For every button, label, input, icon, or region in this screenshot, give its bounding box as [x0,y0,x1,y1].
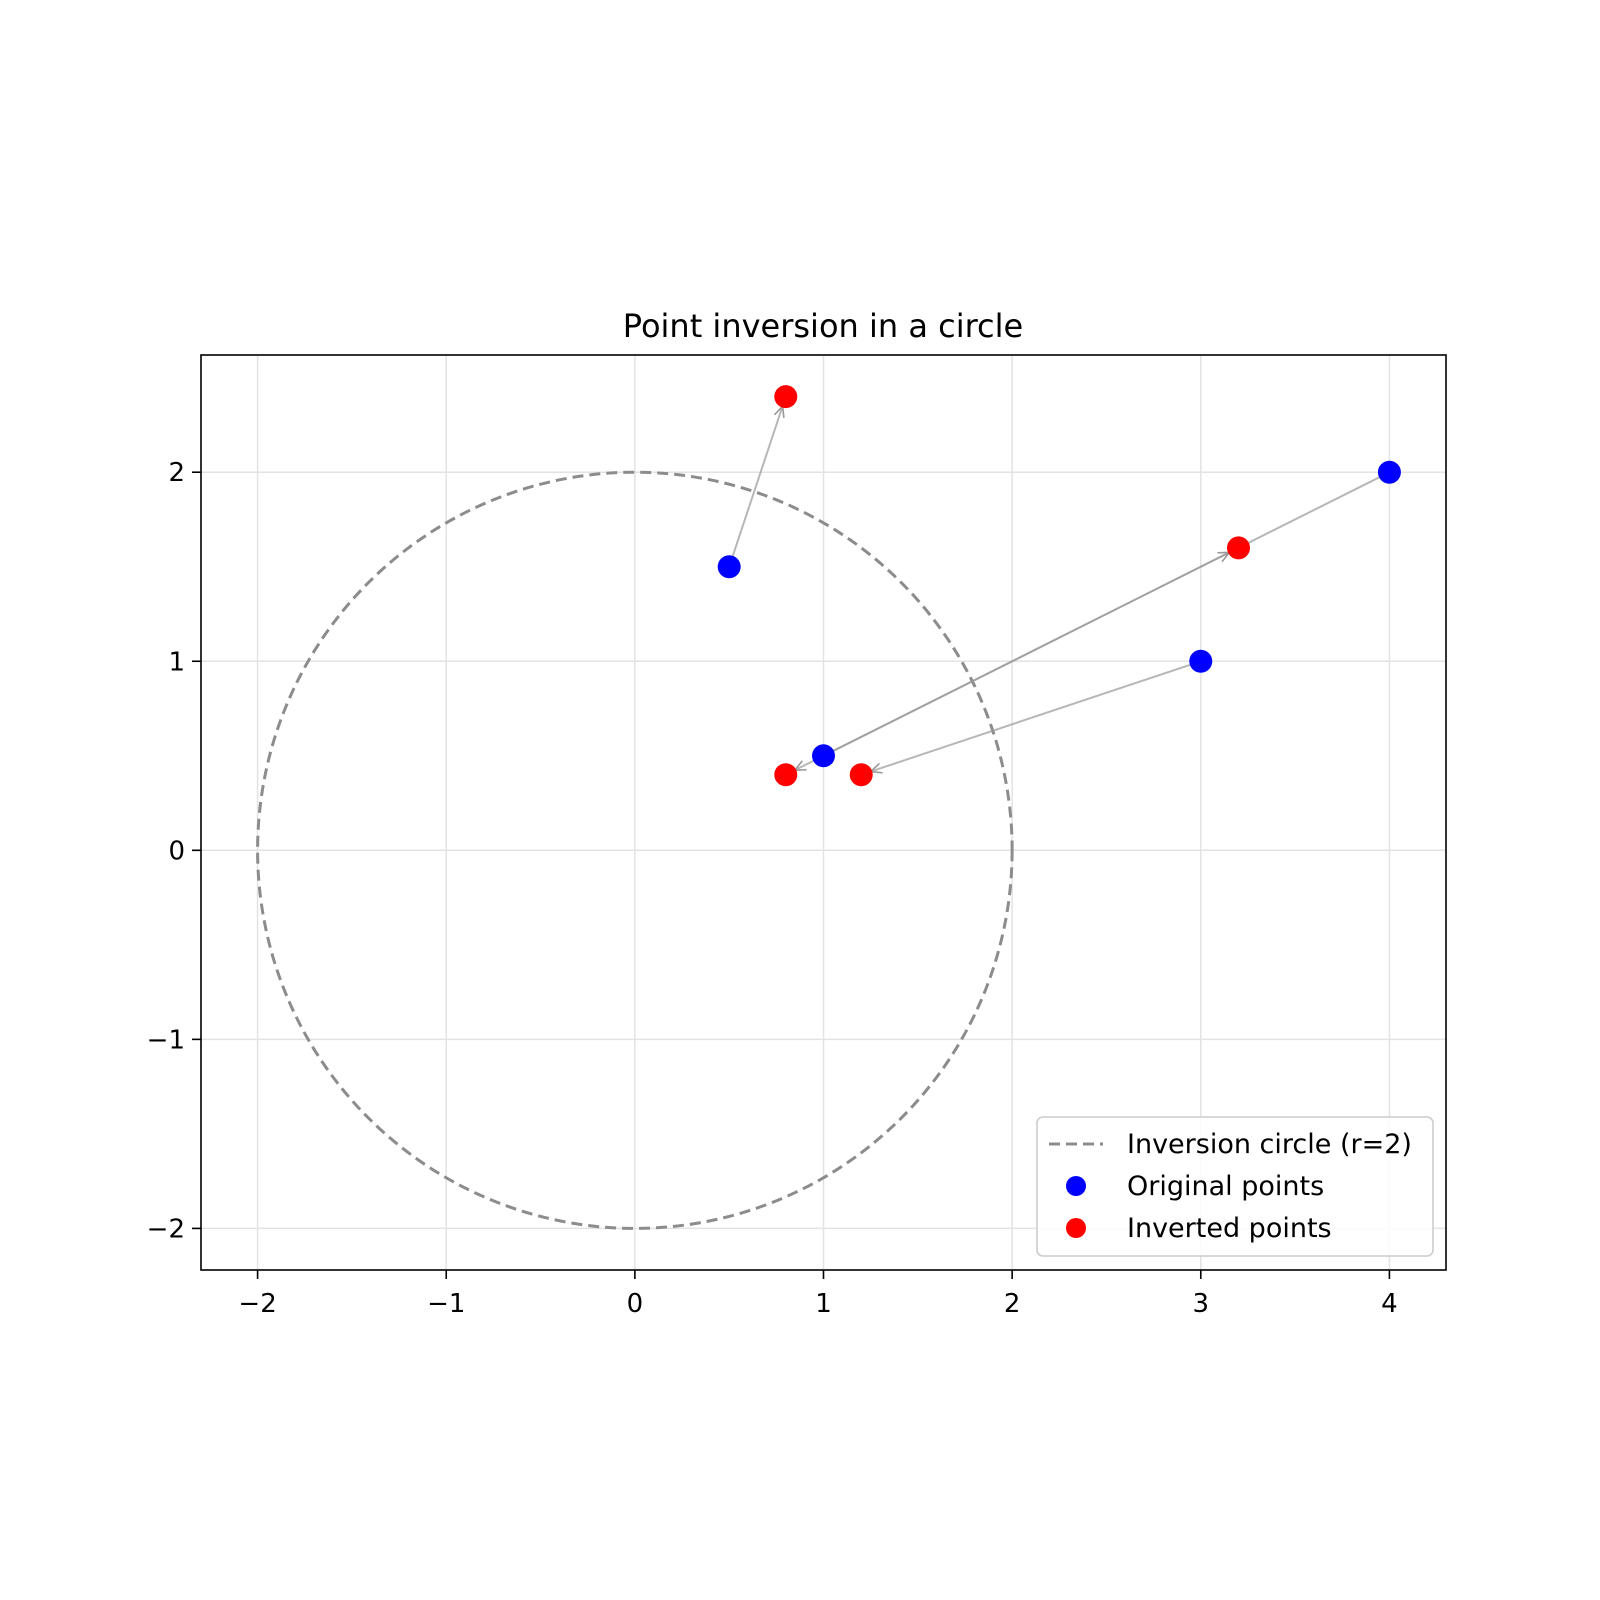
inverted-point [1227,536,1250,560]
inversion-circle [256,470,1014,1230]
x-tick-label: −2 [238,1289,276,1319]
x-tick-label: 3 [1192,1289,1209,1319]
legend-marker-original [1066,1176,1086,1196]
x-tick-label: 2 [1004,1289,1021,1319]
legend: Inversion circle (r=2) Original points I… [1036,1116,1434,1257]
mapping-arrow [795,474,1383,772]
original-point [1377,460,1401,484]
y-tick-label: 1 [168,647,185,677]
chart-title: Point inversion in a circle [623,307,1023,345]
legend-frame [1036,1116,1434,1257]
x-tick-label: 0 [627,1289,644,1319]
x-tick-label: −1 [427,1289,465,1319]
legend-label-circle: Inversion circle (r=2) [1127,1129,1412,1160]
inverted-point [774,763,798,787]
plot-area [256,385,1401,1230]
legend-label-original: Original points [1127,1171,1324,1202]
original-point [812,744,835,768]
data-points [717,385,1401,787]
legend-label-inverted: Inverted points [1127,1213,1332,1244]
y-tick-label: 0 [168,836,185,866]
original-point [1189,649,1213,673]
inverted-point [849,763,873,787]
y-tick-label: 2 [168,458,185,488]
x-axis: −2 −1 0 1 2 3 4 [238,1270,1398,1319]
y-tick-label: −1 [147,1025,185,1055]
grid-lines [201,355,1446,1270]
x-tick-label: 4 [1381,1289,1398,1319]
x-tick-label: 1 [815,1289,832,1319]
inverted-point [774,385,798,409]
mapping-arrow [871,662,1194,772]
legend-marker-inverted [1066,1218,1086,1238]
y-tick-label: −2 [147,1214,185,1244]
mapping-arrows [730,406,1383,772]
mapping-arrow [730,406,783,560]
y-axis: −2 −1 0 1 2 [147,458,201,1244]
original-point [717,555,741,579]
